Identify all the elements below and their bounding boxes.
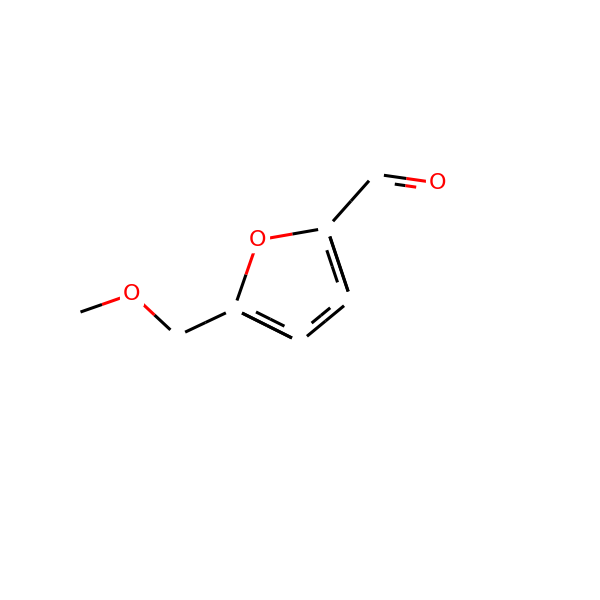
Text: O: O	[429, 173, 447, 193]
Text: O: O	[123, 284, 141, 304]
Text: O: O	[249, 230, 267, 250]
